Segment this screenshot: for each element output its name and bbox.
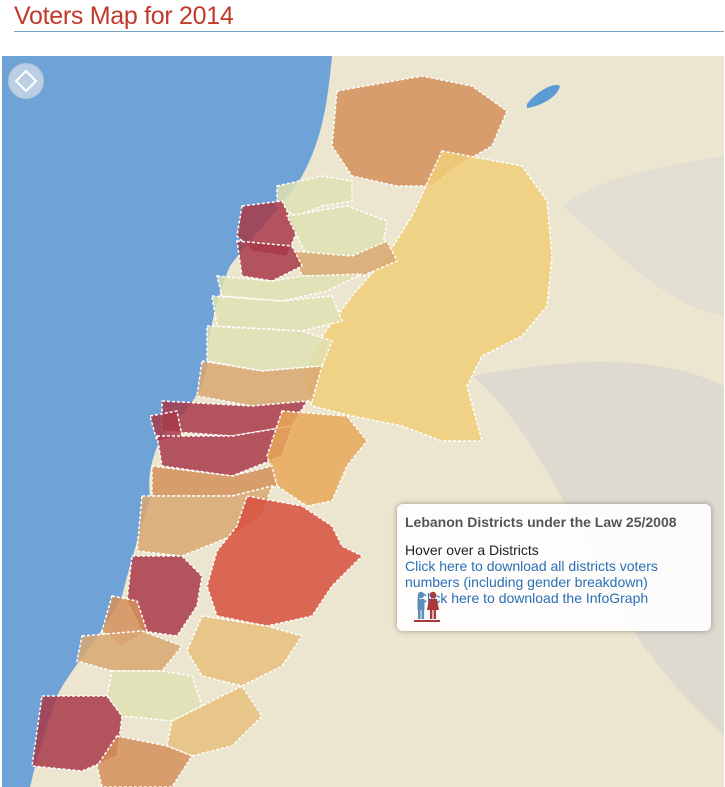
district-rashaya — [186, 615, 304, 687]
map-canvas[interactable] — [2, 56, 724, 787]
download-voters-link[interactable]: Click here to download all districts vot… — [405, 558, 658, 590]
male-female-icon — [414, 591, 440, 622]
district-nabatieh — [106, 670, 203, 722]
voters-map[interactable]: Lebanon Districts under the Law 25/2008 … — [2, 56, 724, 787]
district-zahrani — [76, 630, 184, 672]
district-bint-jbeil — [96, 735, 194, 787]
district-jbeil — [206, 325, 333, 372]
info-box: Lebanon Districts under the Law 25/2008 … — [397, 504, 711, 631]
info-box-hint: Hover over a Districts — [405, 542, 539, 558]
lake — [527, 85, 560, 108]
districts — [31, 75, 553, 787]
page-title: Voters Map for 2014 — [14, 2, 234, 30]
district-bsharri — [290, 240, 399, 277]
title-divider — [14, 31, 724, 32]
district-aley — [151, 465, 278, 497]
district-hermel-baalbek — [301, 150, 553, 442]
district-kesrouan — [196, 360, 324, 407]
map-pan-control[interactable] — [8, 63, 44, 99]
terrain-shade-east — [562, 156, 724, 316]
district-koura — [236, 240, 304, 282]
infograph-row[interactable]: Click here to download the InfoGraph — [413, 590, 649, 622]
info-box-title: Lebanon Districts under the Law 25/2008 — [405, 514, 677, 530]
district-zahle — [266, 410, 368, 507]
pan-arrows-icon — [14, 69, 38, 93]
district-batroun-2 — [211, 295, 344, 332]
district-west-bekaa — [206, 495, 364, 627]
download-infograph-link[interactable]: Click here to download the InfoGraph — [417, 590, 649, 606]
district-jezzine — [126, 555, 203, 637]
